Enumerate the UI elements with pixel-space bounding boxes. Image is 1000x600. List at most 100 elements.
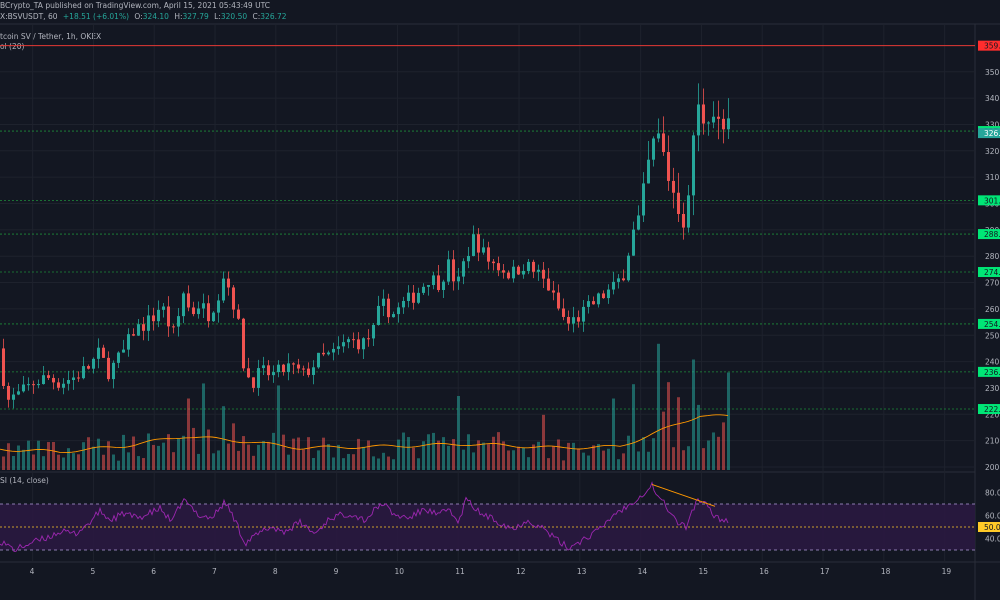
volume-bar [2,456,5,470]
volume-bar [622,453,625,470]
candle [687,185,690,233]
volume-bar [342,458,345,470]
volume-bar [207,429,210,470]
level-badge-label: 222. [984,405,1000,414]
volume-bar [537,441,540,470]
volume-bar [567,442,570,470]
volume-bar [347,453,350,470]
candle-body [617,278,620,282]
price-tick-label: 230.00 [985,384,1000,393]
volume-bar [692,359,695,470]
candle-body [597,293,600,305]
volume-bar [442,437,445,470]
time-tick-label: 9 [334,567,339,576]
candle-body [277,364,280,373]
candle [82,356,85,380]
volume-bar [412,447,415,470]
volume-bar [467,434,470,470]
ohlc-line: X:BSVUSDT, 60 +18.51 (+6.01%) O:324.10 H… [0,12,290,22]
volume-bar [157,445,160,470]
candle [152,307,155,331]
price-tick-label: 240.00 [985,358,1000,367]
candle-body [192,307,195,315]
time-tick-label: 5 [90,567,95,576]
candle [702,88,705,135]
volume-bar [162,442,165,470]
candle [647,140,650,184]
candle [422,283,425,296]
low-value: 320.50 [220,12,248,21]
rsi-legend-text[interactable]: SI (14, close) [0,476,49,485]
candle-body [237,309,240,319]
volume-bar [582,452,585,470]
candle-body [562,308,565,317]
candle [482,238,485,255]
volume-bar [222,406,225,470]
volume-bar [62,457,65,470]
candle-body [332,348,335,353]
volume-bar [517,446,520,470]
time-tick-label: 18 [881,567,891,576]
candle [652,136,655,167]
candle [642,172,645,223]
level-badge: 359.9 [978,40,1000,51]
volume-bar [447,445,450,470]
volume-bar [492,436,495,470]
price-tick-label: 250.00 [985,331,1000,340]
volume-bar [577,449,580,470]
volume-bar [547,458,550,470]
close-label: C: [252,12,261,21]
level-badge-label: 301. [984,196,1000,205]
candle-body [467,255,470,262]
candle [132,328,135,337]
candle-body [62,383,65,388]
candle-body [652,138,655,160]
candle [57,378,60,391]
level-badge: 288. [978,229,1000,240]
candle [507,270,510,280]
volume-legend-text[interactable]: ol (20) [0,42,25,51]
candle [472,225,475,257]
volume-bar [707,440,710,470]
time-tick-label: 13 [577,567,587,576]
volume-bar [152,444,155,470]
volume-bar [352,454,355,470]
candle-body [207,303,210,322]
volume-bar [307,437,310,470]
level-badge-bg [978,195,1000,206]
candle-body [312,367,315,375]
time-tick-label: 16 [759,567,769,576]
volume-bar [627,435,630,470]
candle-body [702,104,705,124]
candle [407,285,410,308]
volume-bar [312,457,315,470]
symbol-title: tcoin SV / Tether, 1h, OKEX [0,32,104,42]
current-price-badge-bg [978,128,1000,139]
rsi-trendline [651,483,716,507]
rsi-mid-badge-bg [978,522,1000,532]
price-tick-label: 330.00 [985,120,1000,129]
candle [272,365,275,383]
candle [417,287,420,305]
candle-body [667,152,670,181]
volume-bar [67,448,70,470]
volume-bar [392,459,395,470]
ticker-label[interactable]: X:BSVUSDT, 60 [0,12,58,21]
candle [397,302,400,323]
candle [347,336,350,349]
candle-body [132,334,135,336]
symbol-title-text[interactable]: tcoin SV / Tether, 1h, OKEX [0,32,102,41]
volume-bar [117,460,120,470]
candle-body [572,317,575,324]
volume-bar [387,456,390,470]
candle-body [517,266,520,275]
candle [557,284,560,311]
price-tick-label: 340.00 [985,94,1000,103]
volume-bar [527,457,530,470]
volume-bar [677,397,680,470]
candle [7,382,10,408]
candle-body [437,275,440,291]
candle [517,265,520,276]
candle [42,365,45,385]
